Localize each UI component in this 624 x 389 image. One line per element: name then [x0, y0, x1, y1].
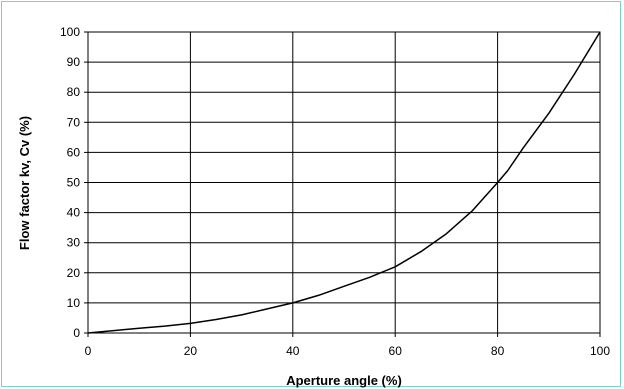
y-tick-label: 90 — [67, 55, 81, 69]
grid-lines — [84, 31, 601, 337]
series-line — [87, 31, 601, 334]
x-tick-label: 100 — [590, 344, 610, 358]
plot-area-border — [87, 31, 601, 334]
y-tick-label: 50 — [67, 176, 81, 190]
y-tick-label: 70 — [67, 115, 81, 129]
y-tick-label: 30 — [67, 236, 81, 250]
y-tick-label: 40 — [67, 206, 81, 220]
x-tick-label: 0 — [85, 344, 92, 358]
x-axis-title: Aperture angle (%) — [286, 373, 402, 388]
y-tick-label: 80 — [67, 85, 81, 99]
y-tick-label: 0 — [73, 326, 80, 340]
x-tick-label: 80 — [491, 344, 505, 358]
x-tick-labels: 0 20 40 60 80 100 — [85, 344, 611, 358]
y-tick-label: 60 — [67, 145, 81, 159]
y-tick-label: 20 — [67, 266, 81, 280]
series-layer — [87, 31, 601, 334]
x-tick-label: 20 — [184, 344, 198, 358]
y-tick-labels: 0 10 20 30 40 50 60 70 80 90 100 — [60, 25, 80, 340]
y-axis-title: Flow factor kv, Cv (%) — [17, 116, 32, 250]
x-tick-label: 60 — [389, 344, 403, 358]
y-tick-label: 100 — [60, 25, 80, 39]
y-tick-label: 10 — [67, 296, 81, 310]
x-tick-label: 40 — [286, 344, 300, 358]
